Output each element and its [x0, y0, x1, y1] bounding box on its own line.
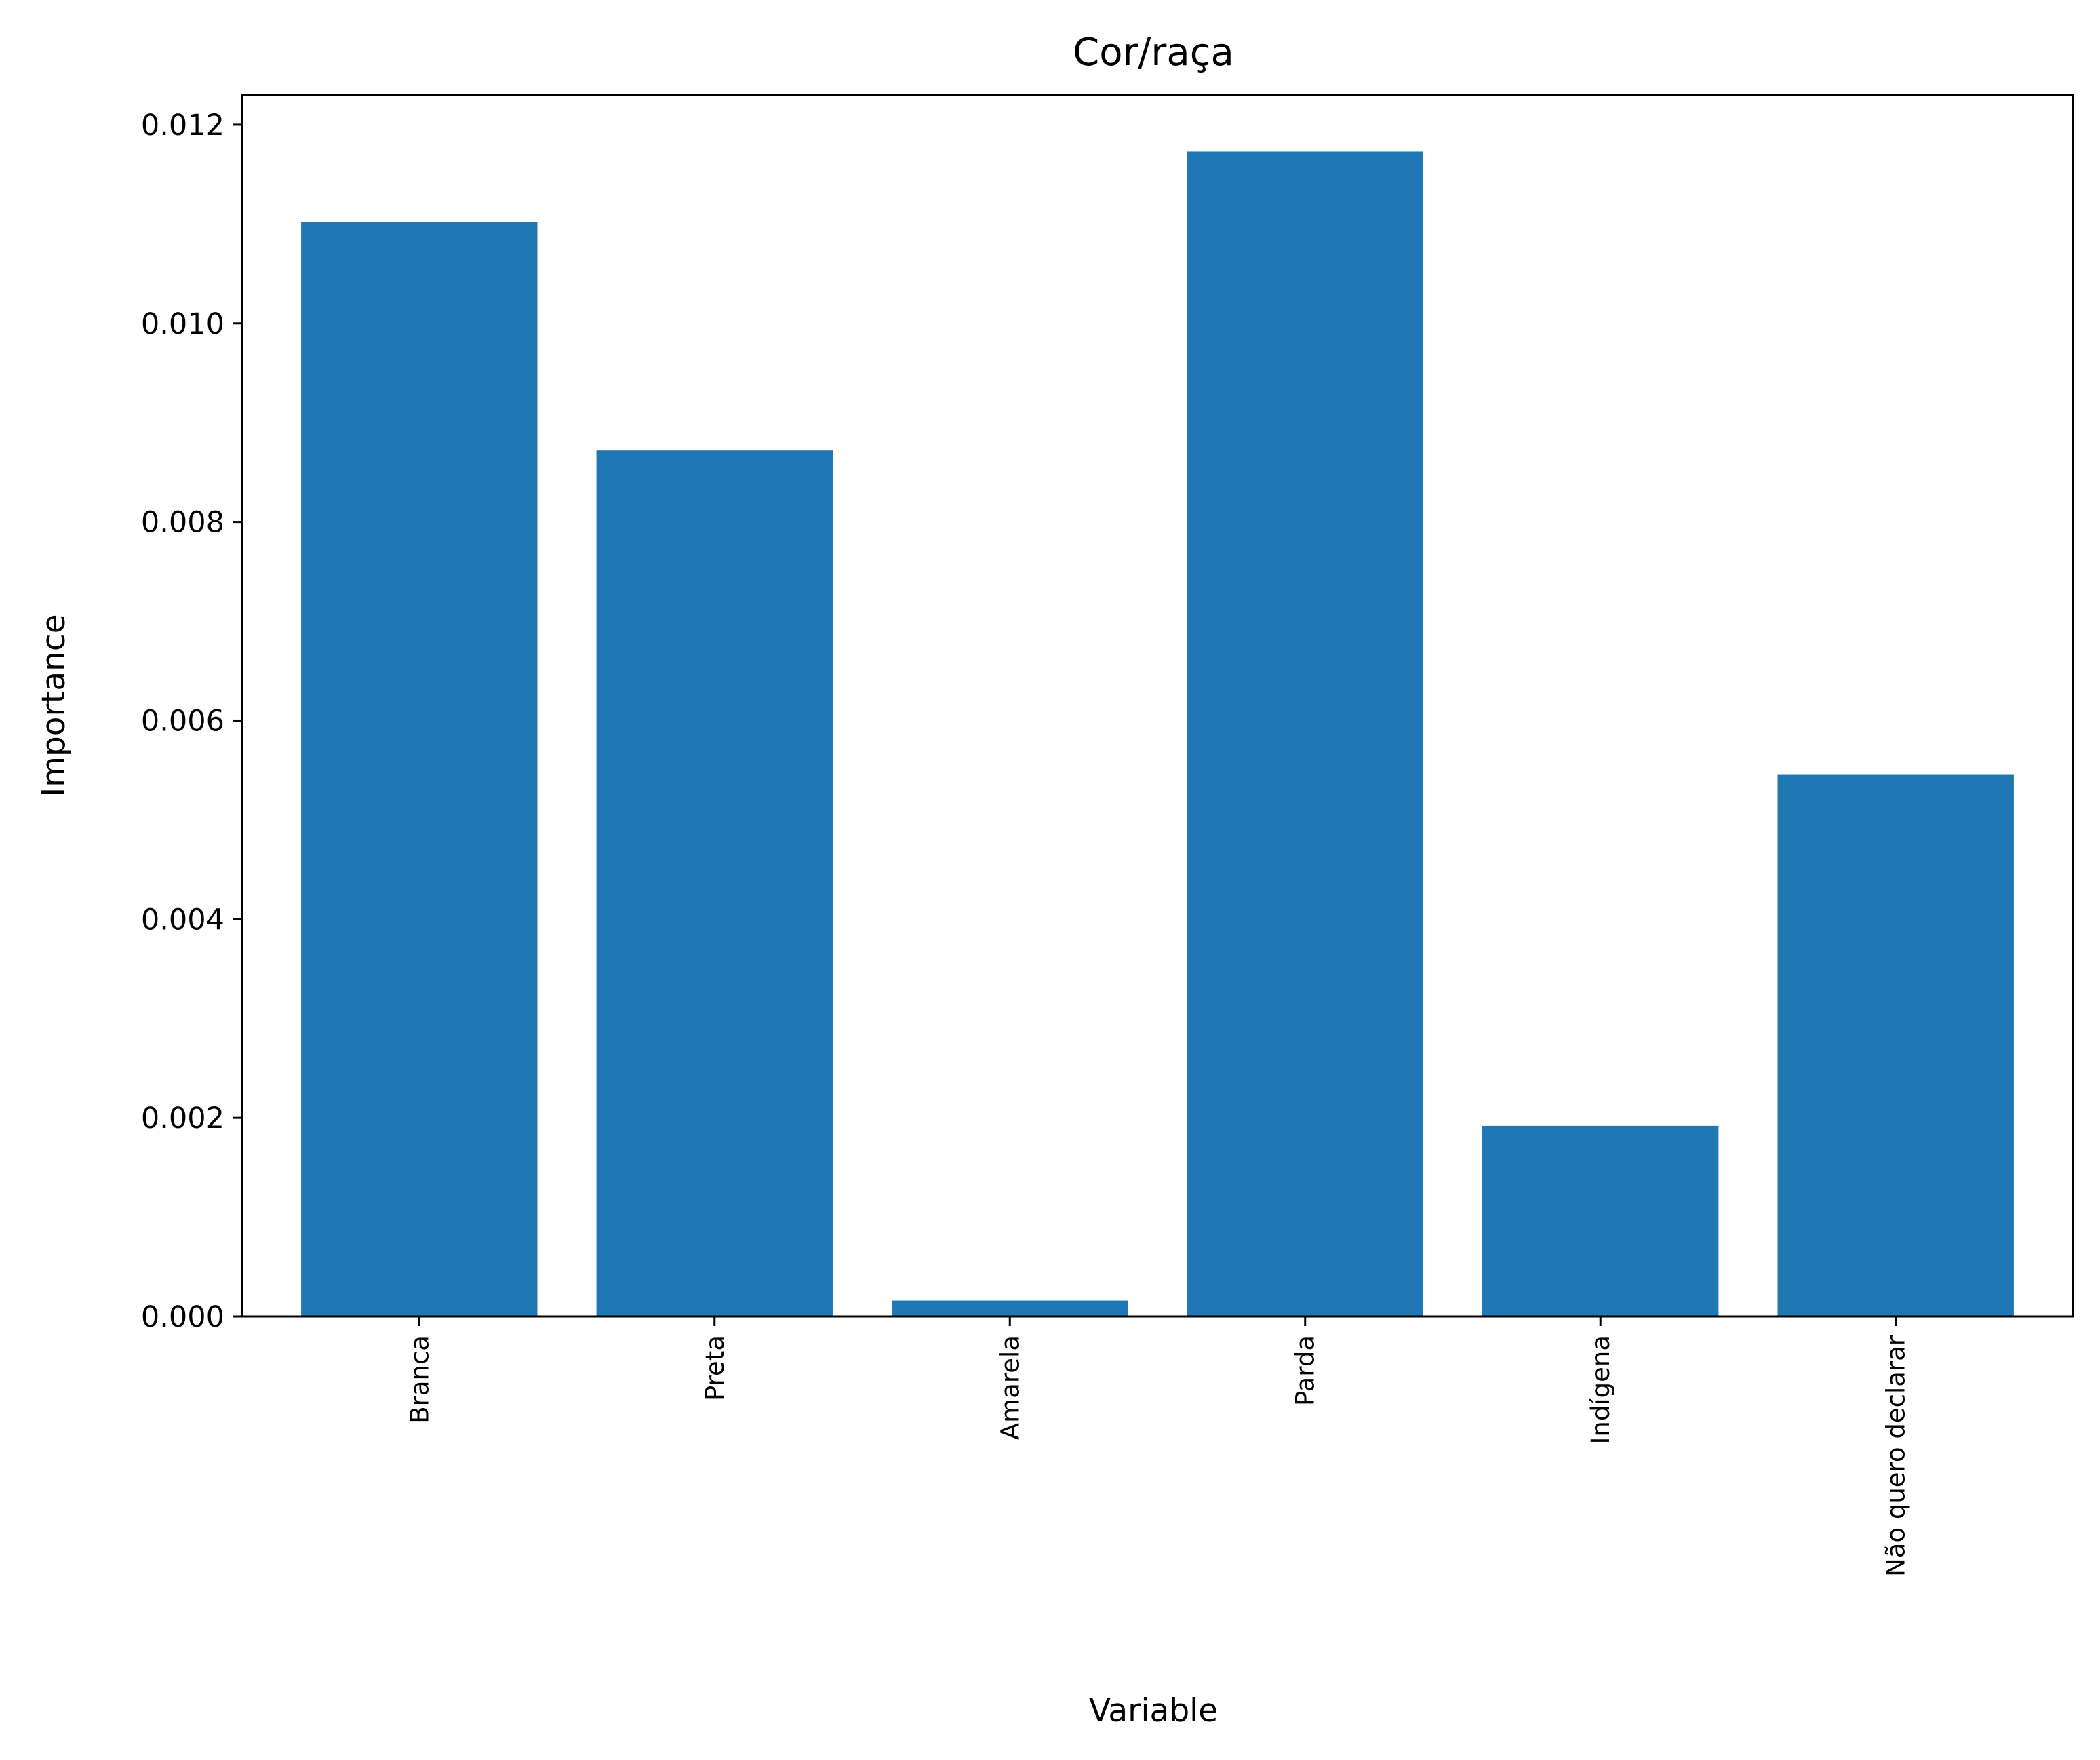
y-tick-label-4: 0.008	[141, 506, 224, 540]
y-tick-label-2: 0.004	[141, 903, 224, 937]
plot-frame	[241, 94, 2074, 1318]
y-tick-label-0: 0.000	[141, 1300, 224, 1334]
x-tick-label-2: Amarela	[995, 1335, 1025, 1440]
bar-0	[301, 222, 538, 1316]
y-tick-label-5: 0.010	[141, 307, 224, 341]
x-tick-label-4: Indígena	[1586, 1335, 1615, 1445]
bar-1	[596, 450, 833, 1316]
y-tick-label-6: 0.012	[141, 109, 224, 142]
x-tick-label-3: Parda	[1291, 1335, 1320, 1406]
y-axis: 0.000 0.002 0.004 0.006 0.008 0.010 0.012	[141, 109, 242, 1334]
bars-group	[301, 151, 2014, 1317]
chart-title: Cor/raça	[1073, 31, 1234, 75]
x-tick-label-5: Não quero declarar	[1882, 1335, 1911, 1577]
y-axis-title: Importance	[35, 614, 73, 796]
x-tick-label-0: Branca	[405, 1335, 434, 1424]
x-axis: Branca Preta Amarela Parda Indígena Não quero…	[405, 1316, 1911, 1577]
bar-2	[892, 1300, 1128, 1316]
y-tick-label-1: 0.002	[141, 1101, 224, 1135]
bar-3	[1187, 151, 1423, 1317]
bar-5	[1777, 774, 2014, 1316]
x-axis-title: Variable	[1089, 1692, 1218, 1729]
y-tick-label-3: 0.006	[141, 704, 224, 738]
x-tick-label-1: Preta	[700, 1335, 730, 1401]
bar-4	[1482, 1125, 1719, 1316]
